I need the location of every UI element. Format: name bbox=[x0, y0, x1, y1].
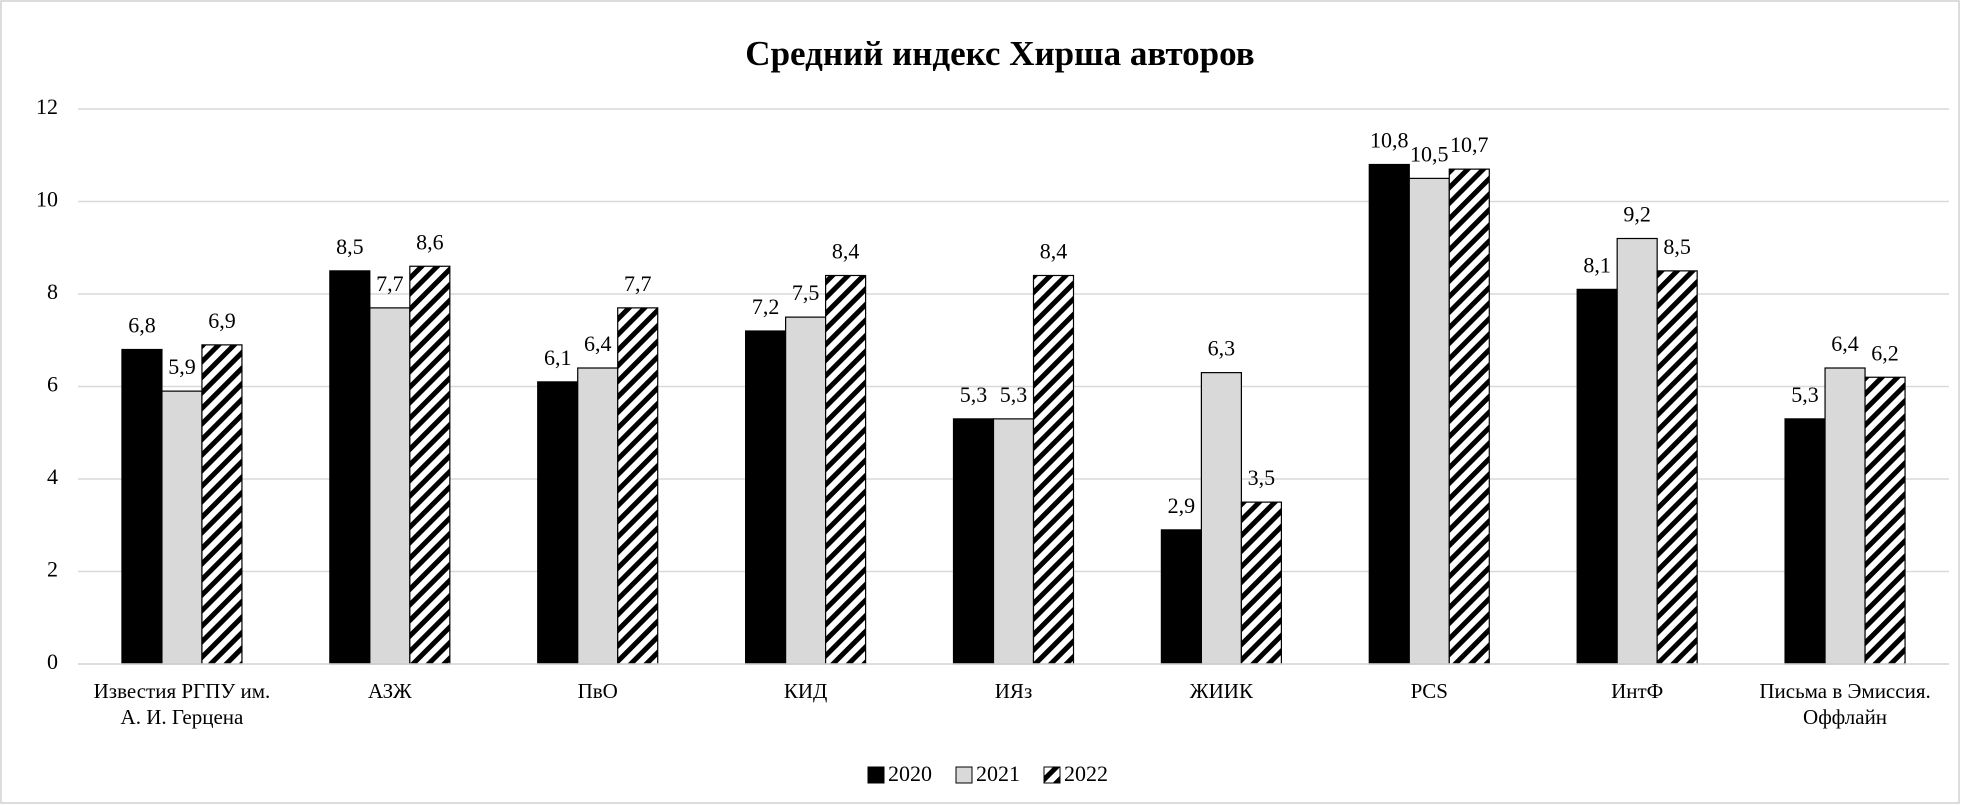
x-tick-label: АЗЖ bbox=[367, 679, 412, 703]
x-tick-label: PCS bbox=[1410, 679, 1448, 703]
data-label: 10,7 bbox=[1450, 132, 1489, 157]
data-label: 8,4 bbox=[832, 239, 860, 264]
bar bbox=[1160, 529, 1202, 665]
legend-swatch bbox=[955, 766, 973, 784]
data-label: 10,8 bbox=[1370, 128, 1409, 153]
x-tick-label: ИнтФ bbox=[1611, 679, 1664, 703]
legend-label: 2021 bbox=[976, 761, 1020, 786]
data-label: 6,2 bbox=[1871, 340, 1899, 365]
x-tick-label: Известия РГПУ им. А. И. Герцена bbox=[93, 679, 271, 729]
x-tick-label: ЖИИК bbox=[1189, 679, 1253, 703]
bar bbox=[161, 390, 203, 665]
bar bbox=[1824, 367, 1866, 665]
bar bbox=[785, 316, 827, 665]
data-label: 8,6 bbox=[416, 229, 444, 254]
data-label: 7,7 bbox=[376, 271, 404, 296]
x-tick-label-box: ИнтФ bbox=[1611, 679, 1664, 703]
data-label: 5,3 bbox=[960, 382, 988, 407]
x-tick-label-box: КИД bbox=[783, 679, 828, 703]
bar bbox=[1616, 237, 1658, 665]
data-label: 8,5 bbox=[336, 234, 364, 259]
x-tick-label-box: Письма в Эмиссия. Оффлайн bbox=[1759, 679, 1931, 729]
bar bbox=[825, 274, 867, 665]
data-label: 8,1 bbox=[1583, 252, 1611, 277]
x-tick-label: КИД bbox=[783, 679, 828, 703]
legend-swatch bbox=[1043, 766, 1061, 784]
legend-swatch bbox=[867, 766, 885, 784]
bar bbox=[121, 348, 163, 665]
y-tick-label: 6 bbox=[47, 372, 58, 397]
bar bbox=[1784, 418, 1826, 665]
bar bbox=[1864, 376, 1906, 665]
bar bbox=[201, 344, 243, 665]
data-label: 6,3 bbox=[1208, 336, 1236, 361]
x-tick-label-box: ПвО bbox=[577, 679, 618, 703]
bar bbox=[952, 418, 995, 665]
bar bbox=[537, 381, 579, 665]
bar bbox=[329, 270, 371, 665]
chart-title: Средний индекс Хирша авторов bbox=[745, 34, 1254, 73]
bar bbox=[1368, 163, 1410, 665]
legend-label: 2020 bbox=[888, 761, 932, 786]
x-tick-label-box: ЖИИК bbox=[1189, 679, 1253, 703]
legend-label: 2022 bbox=[1064, 761, 1108, 786]
bar bbox=[1656, 270, 1698, 665]
data-label: 6,1 bbox=[544, 345, 572, 370]
data-label: 6,4 bbox=[1831, 331, 1859, 356]
bar bbox=[1408, 177, 1450, 665]
data-label: 5,3 bbox=[1000, 382, 1028, 407]
bar bbox=[745, 330, 787, 665]
data-label: 9,2 bbox=[1623, 202, 1651, 227]
bar bbox=[1576, 288, 1618, 665]
bar bbox=[369, 307, 411, 665]
data-label: 8,5 bbox=[1663, 234, 1691, 259]
bar bbox=[1200, 372, 1242, 665]
data-label: 7,2 bbox=[752, 294, 780, 319]
bar bbox=[1032, 274, 1075, 665]
bar bbox=[1448, 168, 1490, 665]
x-tick-label: ИЯз bbox=[994, 679, 1033, 703]
y-tick-label: 10 bbox=[36, 187, 58, 212]
data-label: 3,5 bbox=[1248, 465, 1276, 490]
data-label: 6,8 bbox=[128, 313, 156, 338]
data-label: 8,4 bbox=[1040, 239, 1068, 264]
y-tick-label: 12 bbox=[36, 94, 58, 119]
data-label: 2,9 bbox=[1168, 493, 1196, 518]
y-tick-label: 8 bbox=[47, 279, 58, 304]
x-tick-label: ПвО bbox=[577, 679, 618, 703]
data-label: 10,5 bbox=[1410, 141, 1449, 166]
x-tick-label-box: АЗЖ bbox=[367, 679, 412, 703]
bar bbox=[1240, 501, 1282, 665]
y-tick-label: 4 bbox=[47, 464, 58, 489]
bar bbox=[992, 418, 1035, 665]
data-label: 5,3 bbox=[1791, 382, 1819, 407]
bar bbox=[577, 367, 619, 665]
bar bbox=[617, 307, 659, 665]
y-tick-label: 2 bbox=[47, 557, 58, 582]
data-label: 7,7 bbox=[624, 271, 652, 296]
x-tick-label-box: ИЯз bbox=[994, 679, 1033, 703]
data-label: 5,9 bbox=[168, 354, 196, 379]
x-tick-label-box: PCS bbox=[1410, 679, 1448, 703]
x-tick-label-box: Известия РГПУ им. А. И. Герцена bbox=[93, 679, 271, 729]
y-tick-label: 0 bbox=[47, 649, 58, 674]
x-tick-label: Письма в Эмиссия. Оффлайн bbox=[1759, 679, 1931, 729]
data-label: 6,4 bbox=[584, 331, 612, 356]
bar bbox=[409, 265, 451, 665]
data-label: 6,9 bbox=[208, 308, 236, 333]
data-label: 7,5 bbox=[792, 280, 820, 305]
